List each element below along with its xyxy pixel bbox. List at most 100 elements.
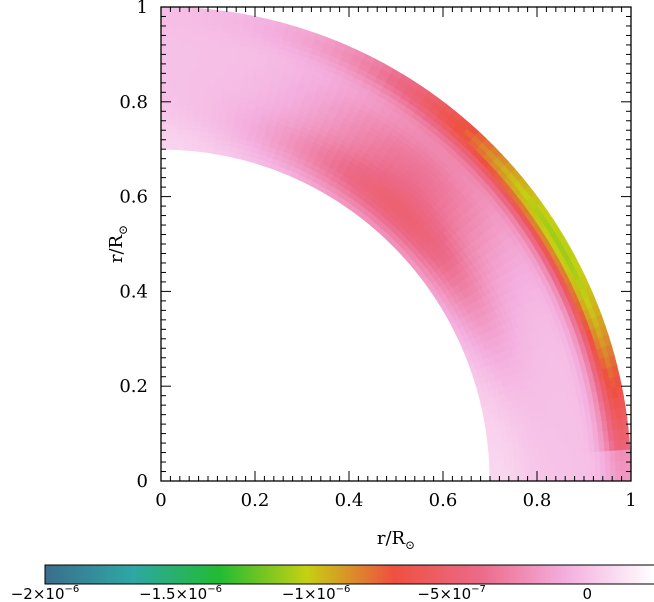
heatmap-cell <box>514 472 521 481</box>
y-tick-labels: 0 0.2 0.4 0.6 0.8 1 <box>119 0 148 492</box>
heatmap-cell <box>508 456 516 466</box>
heatmap-cell <box>161 123 170 130</box>
heatmap-cell <box>564 462 571 473</box>
heatmap-cell <box>549 471 556 481</box>
heatmap-cell <box>170 11 183 19</box>
x-tick-labels: 0 0.2 0.4 0.6 0.8 1 <box>155 490 636 511</box>
heatmap-cell <box>170 21 182 29</box>
heatmap-cell <box>554 462 561 473</box>
heatmap-cell <box>181 7 194 14</box>
y-tick-label: 0 <box>137 471 148 492</box>
colorbar-tick-label: −5×10−7 <box>417 584 486 602</box>
heatmap-cell <box>161 67 171 74</box>
heatmap-cell <box>170 52 181 59</box>
heatmap-cell <box>621 416 629 429</box>
heatmap-cell <box>523 455 531 465</box>
heatmap-cell <box>167 143 177 150</box>
heatmap-cell <box>161 7 172 13</box>
heatmap-cell <box>161 16 172 23</box>
heatmap-cell <box>539 463 546 473</box>
heatmap-cell <box>509 472 516 481</box>
heatmap-cell <box>605 470 612 481</box>
heatmap-cell <box>534 463 541 473</box>
heatmap-cell <box>212 9 225 17</box>
heatmap-cell <box>544 454 551 465</box>
heatmap-cell <box>524 463 531 474</box>
heatmap-cell <box>170 27 182 34</box>
heatmap-cell <box>494 465 501 474</box>
heatmap-cell <box>493 457 501 467</box>
y-tick-label: 0.8 <box>119 92 148 113</box>
heatmap-cell <box>615 459 622 472</box>
heatmap-cell <box>579 461 586 472</box>
x-tick-label: 1 <box>625 490 636 511</box>
heatmap-cell <box>169 67 180 74</box>
heatmap-cell <box>499 465 506 474</box>
heatmap-cell <box>554 453 561 464</box>
heatmap-cell <box>170 16 183 24</box>
heatmap-cell <box>604 460 612 472</box>
heatmap-cell <box>177 93 188 100</box>
heatmap-cell <box>565 471 571 481</box>
heatmap-cell <box>168 123 178 130</box>
heatmap-cell <box>489 473 496 481</box>
heatmap-cell <box>222 10 235 19</box>
heatmap-cell <box>539 454 546 465</box>
y-tick-label: 0.4 <box>119 281 148 302</box>
heatmap-cell <box>171 7 183 13</box>
heatmap-cell <box>549 462 556 473</box>
heatmap-cell <box>585 470 592 481</box>
heatmap-cell <box>168 108 178 115</box>
heatmap-cell <box>168 98 179 105</box>
heatmap-cell <box>509 464 516 474</box>
heatmap-cell <box>503 456 511 466</box>
heatmap-cell <box>620 459 627 471</box>
y-tick-label: 0.2 <box>119 376 148 397</box>
heatmap-cell <box>168 133 177 140</box>
heatmap-cell <box>489 465 496 474</box>
heatmap-cell <box>514 464 521 474</box>
heatmap-cell <box>168 103 179 110</box>
colorbar-tick-label: −2×10−6 <box>11 584 80 602</box>
colorbar-tick-label: −1.5×10−6 <box>139 584 222 602</box>
heatmap-cell <box>589 460 597 472</box>
heatmap-cell <box>161 133 170 140</box>
heatmap-cell <box>161 82 171 89</box>
heatmap-cell <box>176 108 187 115</box>
heatmap-cell <box>170 47 181 54</box>
heatmap-cell <box>168 118 178 125</box>
x-tick-label: 0.2 <box>241 490 270 511</box>
heatmap-cell <box>584 461 592 472</box>
heatmap-cell <box>178 78 189 85</box>
colorbar-tick-label: −1×10−6 <box>282 584 351 602</box>
heatmap-cell <box>161 26 172 33</box>
heatmap-cell <box>170 42 181 49</box>
heatmap-cell <box>169 93 179 100</box>
heatmap-field <box>161 7 631 481</box>
heatmap-cell <box>610 470 617 481</box>
heatmap-cell <box>161 52 171 59</box>
heatmap-cell <box>580 470 587 481</box>
heatmap-cell <box>176 118 186 126</box>
x-axis-label: r/R⊙ <box>377 528 415 552</box>
heatmap-cell <box>161 118 170 125</box>
x-tick-label: 0.4 <box>335 490 364 511</box>
heatmap-cell <box>594 460 602 472</box>
heatmap-cell <box>161 92 171 99</box>
heatmap-cell <box>513 456 521 466</box>
x-tick-label: 0 <box>155 490 166 511</box>
heatmap-cell <box>161 113 170 120</box>
heatmap-cell <box>170 32 182 39</box>
heatmap-cell <box>615 470 622 481</box>
heatmap-cell <box>619 406 628 419</box>
heatmap-cell <box>529 463 536 474</box>
heatmap-cell <box>175 144 184 151</box>
y-tick-label: 1 <box>137 0 148 18</box>
heatmap-cell <box>161 47 172 54</box>
heatmap-cell <box>575 471 582 481</box>
heatmap-cell <box>176 113 186 120</box>
heatmap-cell <box>534 454 541 465</box>
heatmap-cell <box>609 460 617 472</box>
heatmap-cell <box>161 37 172 44</box>
